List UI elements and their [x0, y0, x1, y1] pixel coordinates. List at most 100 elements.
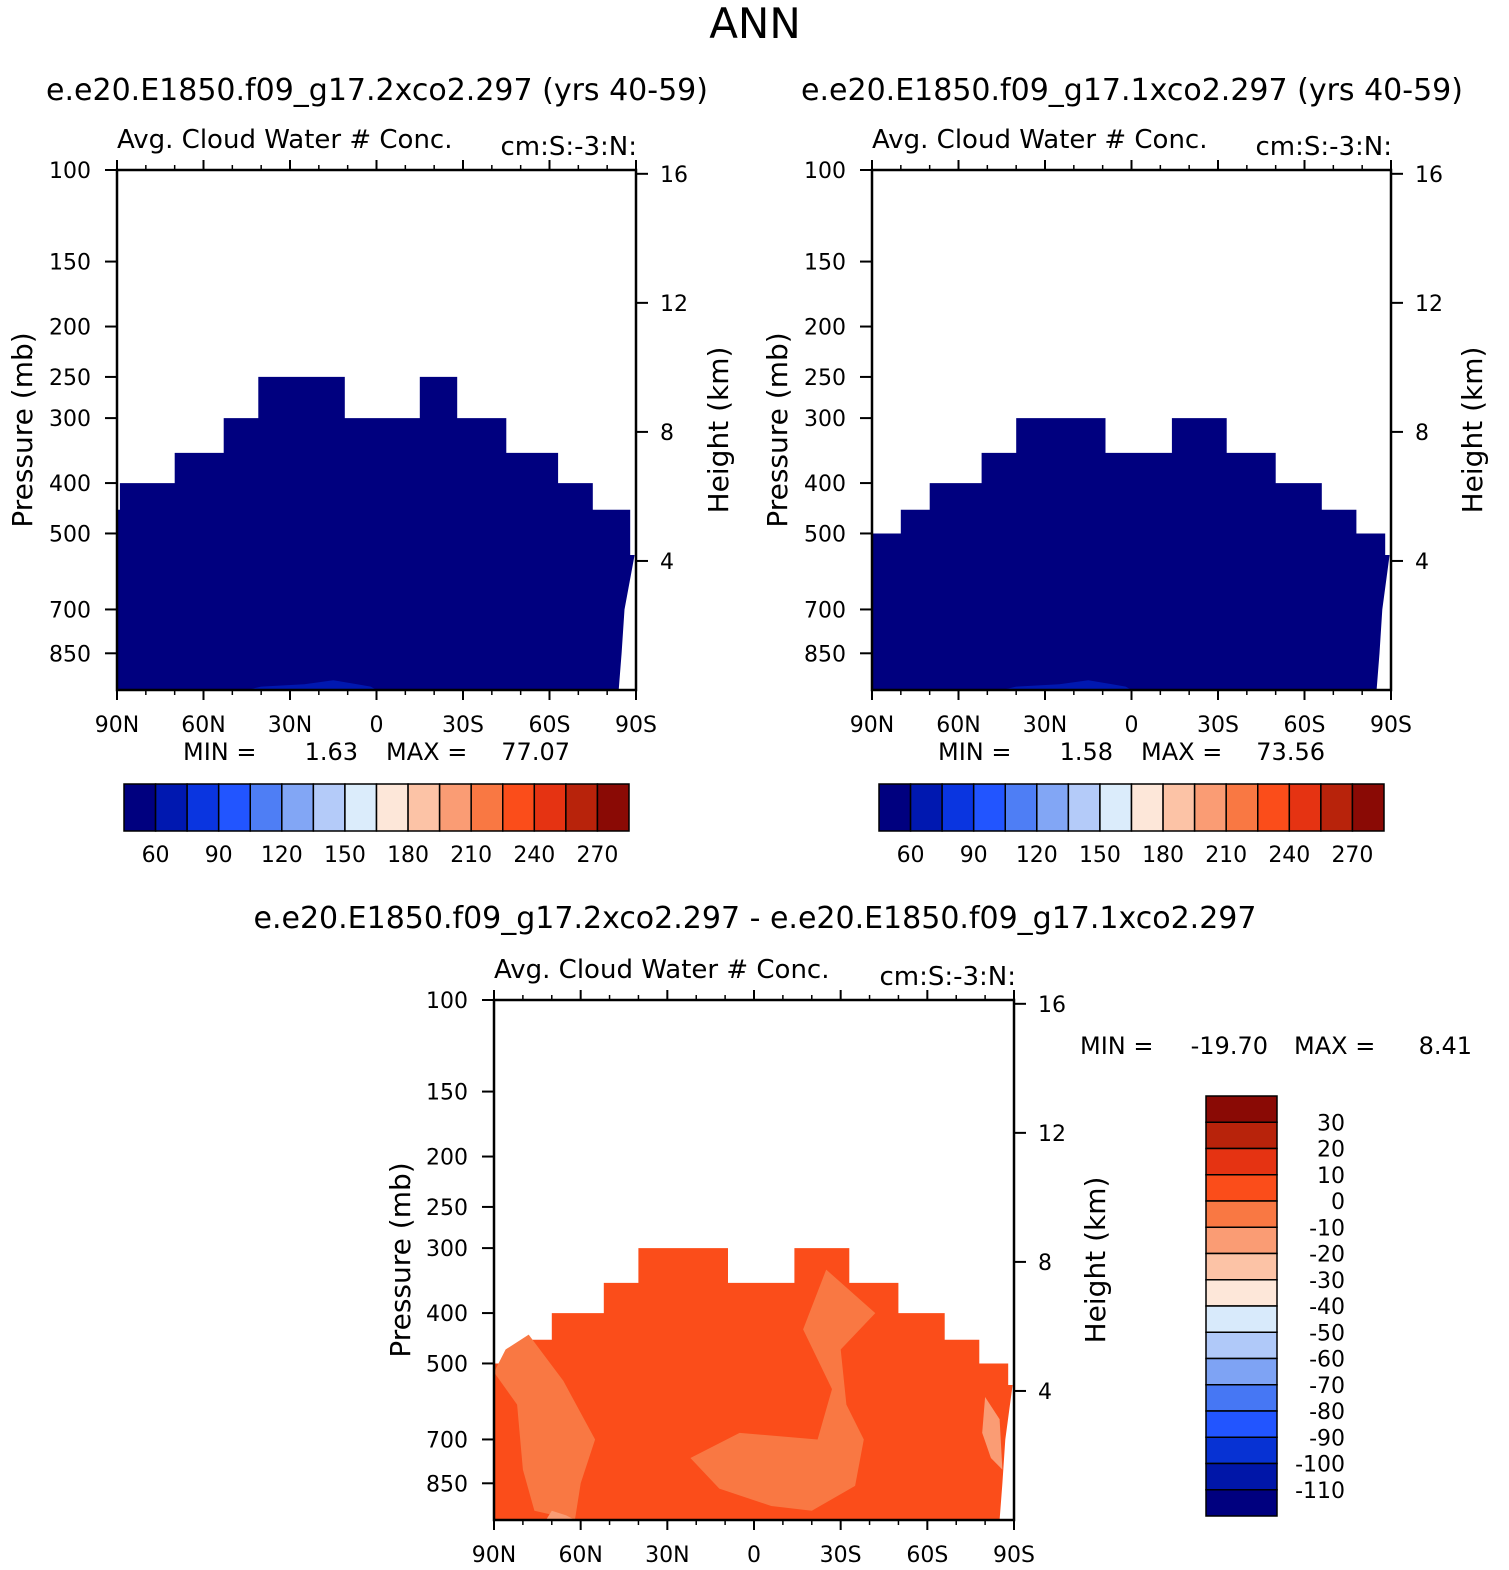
y-tick-label: 250 — [804, 366, 846, 391]
colorbar-box — [407, 783, 441, 832]
colorbar-label: 180 — [387, 843, 429, 868]
colorbar-box — [470, 783, 504, 832]
colorbar-label: 30 — [1317, 1111, 1345, 1136]
x-tick-label: 90N — [850, 713, 894, 738]
max-label: MAX = — [1294, 1032, 1375, 1060]
colorbar-box — [1193, 783, 1227, 832]
x-tick-label: 90N — [472, 1543, 516, 1568]
x-tick-label: 60S — [529, 713, 571, 738]
y-tick-label: 300 — [426, 1237, 468, 1262]
colorbar-box — [1130, 783, 1164, 832]
y-axis-label-height: Height (km) — [1456, 347, 1489, 514]
x-tick-label: 60S — [1284, 713, 1326, 738]
colorbar-box — [1205, 1279, 1278, 1307]
x-tick-label: 30N — [268, 713, 312, 738]
colorbar-box — [312, 783, 346, 832]
colorbar-label: -60 — [1309, 1348, 1345, 1373]
min-value: 1.58 — [1060, 738, 1113, 766]
height-tick-label: 4 — [1415, 550, 1429, 575]
x-tick-label: 60N — [936, 713, 980, 738]
colorbar-box — [1205, 1121, 1278, 1150]
y-tick-label: 100 — [49, 159, 91, 184]
x-tick-label: 60S — [906, 1543, 948, 1568]
variable-title: Avg. Cloud Water # Conc. — [494, 955, 830, 985]
x-tick-label: 90S — [1370, 713, 1412, 738]
panel-title: e.e20.E1850.f09_g17.2xco2.297 (yrs 40-59… — [46, 73, 708, 108]
contour-plot: 90N 60N 30N 0 30S 60S 90S 100 150 200 250 300 400 500… — [426, 989, 1066, 1568]
colorbar-box — [249, 783, 283, 832]
height-tick-label: 8 — [1415, 421, 1429, 446]
y-tick-label: 150 — [804, 251, 846, 276]
colorbar-label: 120 — [1016, 843, 1058, 868]
colorbar-label: 180 — [1142, 843, 1184, 868]
colorbar-box — [1205, 1305, 1278, 1333]
colorbar-box — [1162, 783, 1196, 832]
colorbar-box — [565, 783, 599, 832]
colorbar: 3020100-10-20-30-40-50-60-70-80-90-100-1… — [1205, 1095, 1345, 1517]
y-axis-label-pressure: Pressure (mb) — [384, 1162, 417, 1357]
x-tick-label: 90S — [993, 1543, 1035, 1568]
colorbar-box — [941, 783, 975, 832]
colorbar-label: -70 — [1309, 1374, 1345, 1399]
max-value: 77.07 — [501, 738, 570, 766]
colorbar-box — [878, 783, 912, 832]
y-tick-label: 200 — [804, 316, 846, 341]
contour-patch — [494, 1334, 596, 1520]
contour-patch — [690, 1269, 876, 1511]
min-label: MIN = — [938, 738, 1011, 766]
height-tick-label: 8 — [1038, 1251, 1052, 1276]
colorbar-box — [1205, 1174, 1278, 1202]
colorbar-box — [1205, 1410, 1278, 1438]
y-tick-label: 150 — [426, 1081, 468, 1106]
panel-difference: e.e20.E1850.f09_g17.2xco2.297 - e.e20.E1… — [254, 901, 1472, 1568]
colorbar-label: -110 — [1295, 1479, 1345, 1504]
colorbar-box — [1205, 1095, 1278, 1123]
colorbar-box — [1205, 1384, 1278, 1412]
y-tick-label: 100 — [426, 989, 468, 1014]
y-tick-label: 850 — [426, 1472, 468, 1497]
colorbar-box — [1205, 1462, 1278, 1491]
colorbar-box — [1205, 1331, 1278, 1360]
colorbar-label: 20 — [1317, 1138, 1345, 1163]
colorbar-box — [438, 783, 472, 832]
colorbar-box — [909, 783, 943, 832]
height-tick-label: 16 — [1415, 163, 1443, 188]
colorbar-label: -40 — [1309, 1295, 1345, 1320]
max-value: 73.56 — [1256, 738, 1325, 766]
colorbar-box — [1004, 783, 1038, 832]
colorbar: 60 90 120 150 180 210 240 270 — [878, 783, 1385, 868]
colorbar-label: 270 — [576, 843, 618, 868]
y-tick-label: 100 — [804, 159, 846, 184]
colorbar-box — [375, 783, 409, 832]
colorbar-box — [1288, 783, 1322, 832]
colorbar-box — [1205, 1436, 1278, 1465]
contour-patch — [546, 1510, 575, 1520]
colorbar-box — [1205, 1489, 1278, 1517]
variable-title: Avg. Cloud Water # Conc. — [872, 125, 1208, 155]
colorbar-box — [344, 783, 378, 832]
colorbar-label: -50 — [1309, 1321, 1345, 1346]
colorbar-box — [972, 783, 1006, 832]
colorbar-label: 120 — [261, 843, 303, 868]
colorbar-label: -100 — [1295, 1453, 1345, 1478]
height-tick-label: 16 — [660, 163, 688, 188]
colorbar: 60 90 120 150 180 210 240 270 — [123, 783, 630, 868]
x-tick-label: 90S — [615, 713, 657, 738]
x-tick-label: 60N — [558, 1543, 602, 1568]
height-tick-label: 12 — [1038, 1122, 1066, 1147]
min-value: 1.63 — [305, 738, 358, 766]
height-tick-label: 12 — [1415, 292, 1443, 317]
colorbar-label: 150 — [1079, 843, 1121, 868]
colorbar-box — [1036, 783, 1070, 832]
max-label: MAX = — [386, 738, 467, 766]
y-tick-label: 150 — [49, 251, 91, 276]
max-label: MAX = — [1141, 738, 1222, 766]
colorbar-label: 10 — [1317, 1164, 1345, 1189]
colorbar-box — [1351, 783, 1385, 832]
y-tick-label: 700 — [426, 1428, 468, 1453]
colorbar-box — [1225, 783, 1259, 832]
height-tick-label: 8 — [660, 421, 674, 446]
colorbar-label: 270 — [1331, 843, 1373, 868]
colorbar-box — [533, 783, 567, 832]
colorbar-box — [502, 783, 536, 832]
